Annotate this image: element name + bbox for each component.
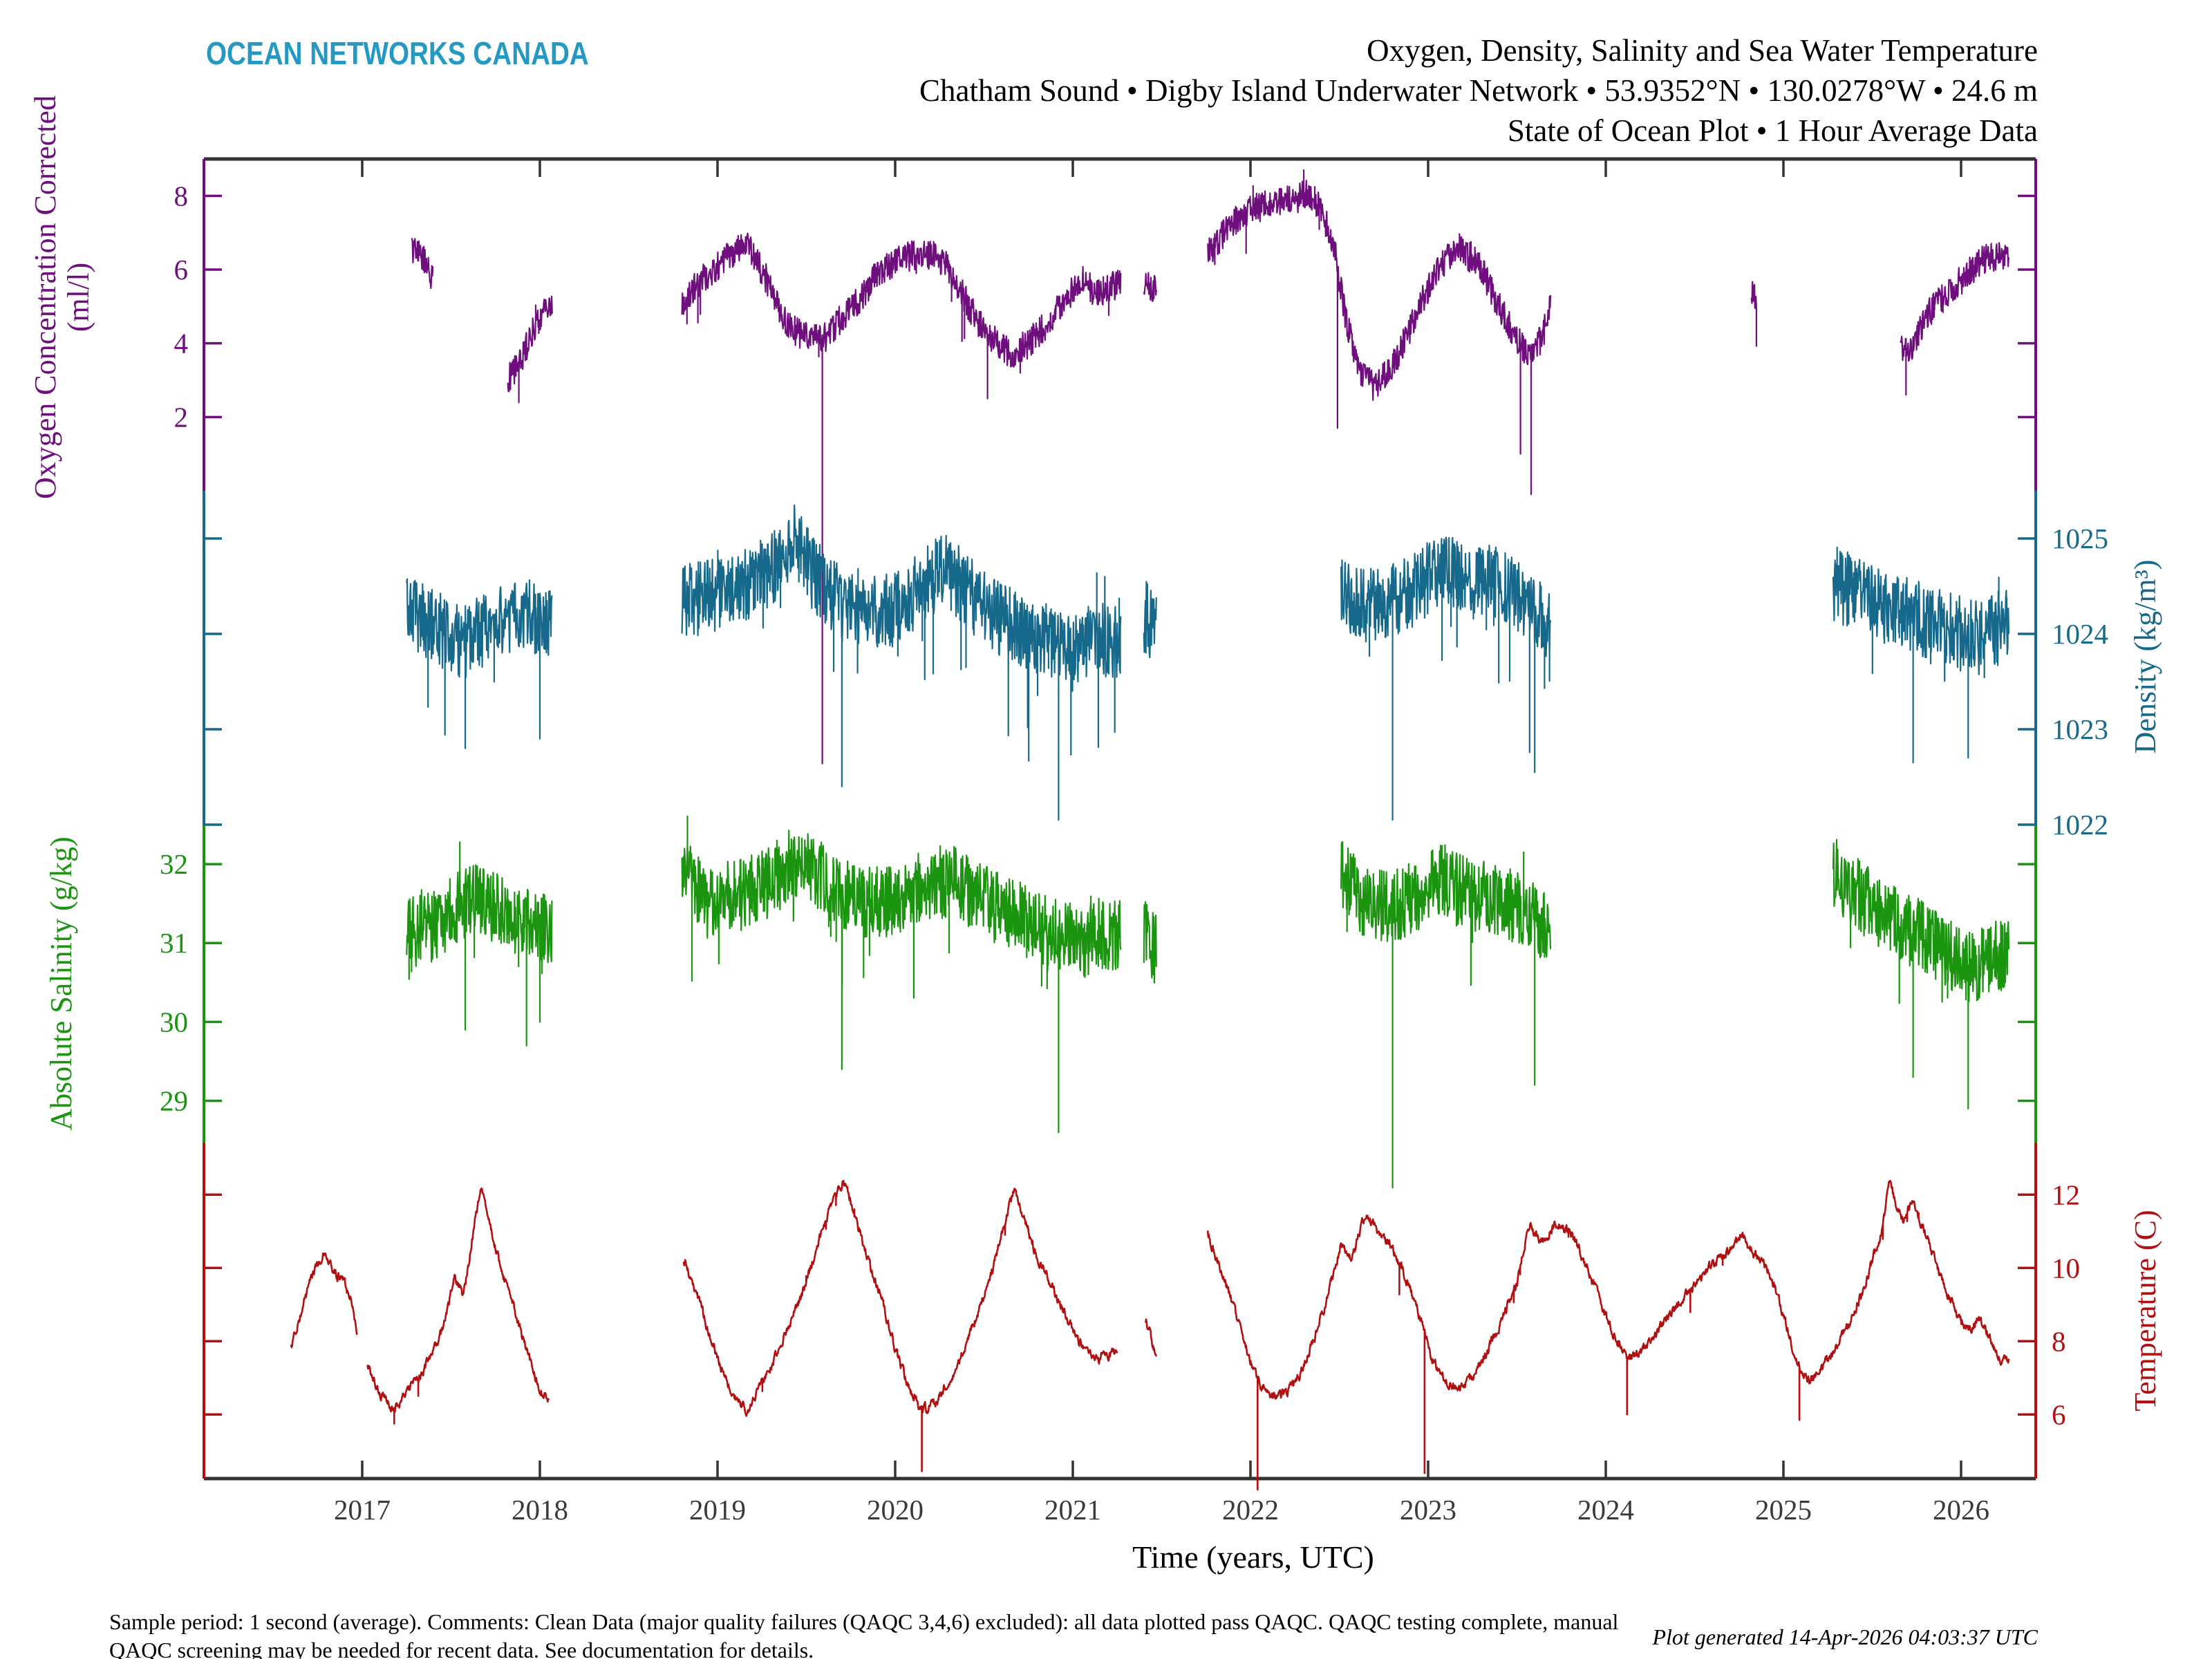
y-tick-label-salinity: 30 — [160, 1006, 188, 1038]
y-axis-label-density: Density (kg/m³) — [2128, 560, 2162, 754]
y-tick-label-salinity: 32 — [160, 848, 188, 880]
y-tick-label-density: 1023 — [2052, 713, 2108, 745]
y-tick-label-temperature: 8 — [2052, 1325, 2066, 1357]
plot-title-block: Oxygen, Density, Salinity and Sea Water … — [919, 30, 2038, 151]
x-tick-label: 2018 — [512, 1494, 568, 1526]
x-tick-label: 2020 — [867, 1494, 924, 1526]
title-line-1: Oxygen, Density, Salinity and Sea Water … — [1367, 33, 2038, 68]
title-line-3: State of Ocean Plot • 1 Hour Average Dat… — [1507, 113, 2038, 148]
y-tick-label-temperature: 6 — [2052, 1398, 2066, 1430]
y-tick-label-density: 1025 — [2052, 523, 2108, 554]
series-density — [406, 504, 2010, 821]
footnote-line-2: QAQC screening may be needed for recent … — [109, 1638, 814, 1659]
y-tick-label-oxygen: 2 — [174, 401, 189, 433]
plot-generated-timestamp: Plot generated 14-Apr-2026 04:03:37 UTC — [1652, 1624, 2038, 1649]
y-tick-label-temperature: 10 — [2052, 1252, 2080, 1284]
series-temperature — [290, 1179, 2010, 1491]
footnote-line-1: Sample period: 1 second (average). Comme… — [109, 1609, 1619, 1634]
y-tick-label-density: 1022 — [2052, 809, 2108, 841]
x-tick-label: 2025 — [1755, 1494, 1812, 1526]
series-oxygen — [411, 169, 2009, 765]
y-tick-label-salinity: 29 — [160, 1085, 188, 1117]
y-axis-label-temperature: Temperature (C) — [2128, 1210, 2162, 1411]
y-tick-label-oxygen: 8 — [174, 180, 189, 212]
ocean-networks-canada-logo: OCEAN NETWORKS CANADA — [206, 35, 589, 72]
x-tick-label: 2026 — [1933, 1494, 1989, 1526]
y-tick-label-oxygen: 6 — [174, 254, 189, 285]
x-axis-label: Time (years, UTC) — [1132, 1539, 1374, 1575]
y-axis-label-salinity: Absolute Salinity (g/kg) — [44, 836, 78, 1130]
qaqc-footnote: Sample period: 1 second (average). Comme… — [109, 1608, 1768, 1659]
x-tick-label: 2022 — [1222, 1494, 1279, 1526]
y-tick-label-salinity: 31 — [160, 927, 188, 959]
x-tick-label: 2023 — [1400, 1494, 1456, 1526]
y-tick-label-density: 1024 — [2052, 618, 2108, 650]
title-line-2: Chatham Sound • Digby Island Underwater … — [919, 73, 2038, 108]
x-tick-label: 2024 — [1577, 1494, 1634, 1526]
y-tick-label-oxygen: 4 — [174, 328, 189, 359]
x-tick-label: 2021 — [1044, 1494, 1101, 1526]
logo-text: OCEAN NETWORKS CANADA — [206, 35, 589, 71]
y-axis-label-oxygen: Oxygen Concentration Corrected — [28, 95, 62, 499]
y-axis-label-oxygen-units: (ml/l) — [62, 263, 95, 332]
x-tick-label: 2017 — [334, 1494, 391, 1526]
series-salinity — [406, 815, 2010, 1189]
x-tick-label: 2019 — [689, 1494, 746, 1526]
y-tick-label-temperature: 12 — [2052, 1179, 2080, 1210]
